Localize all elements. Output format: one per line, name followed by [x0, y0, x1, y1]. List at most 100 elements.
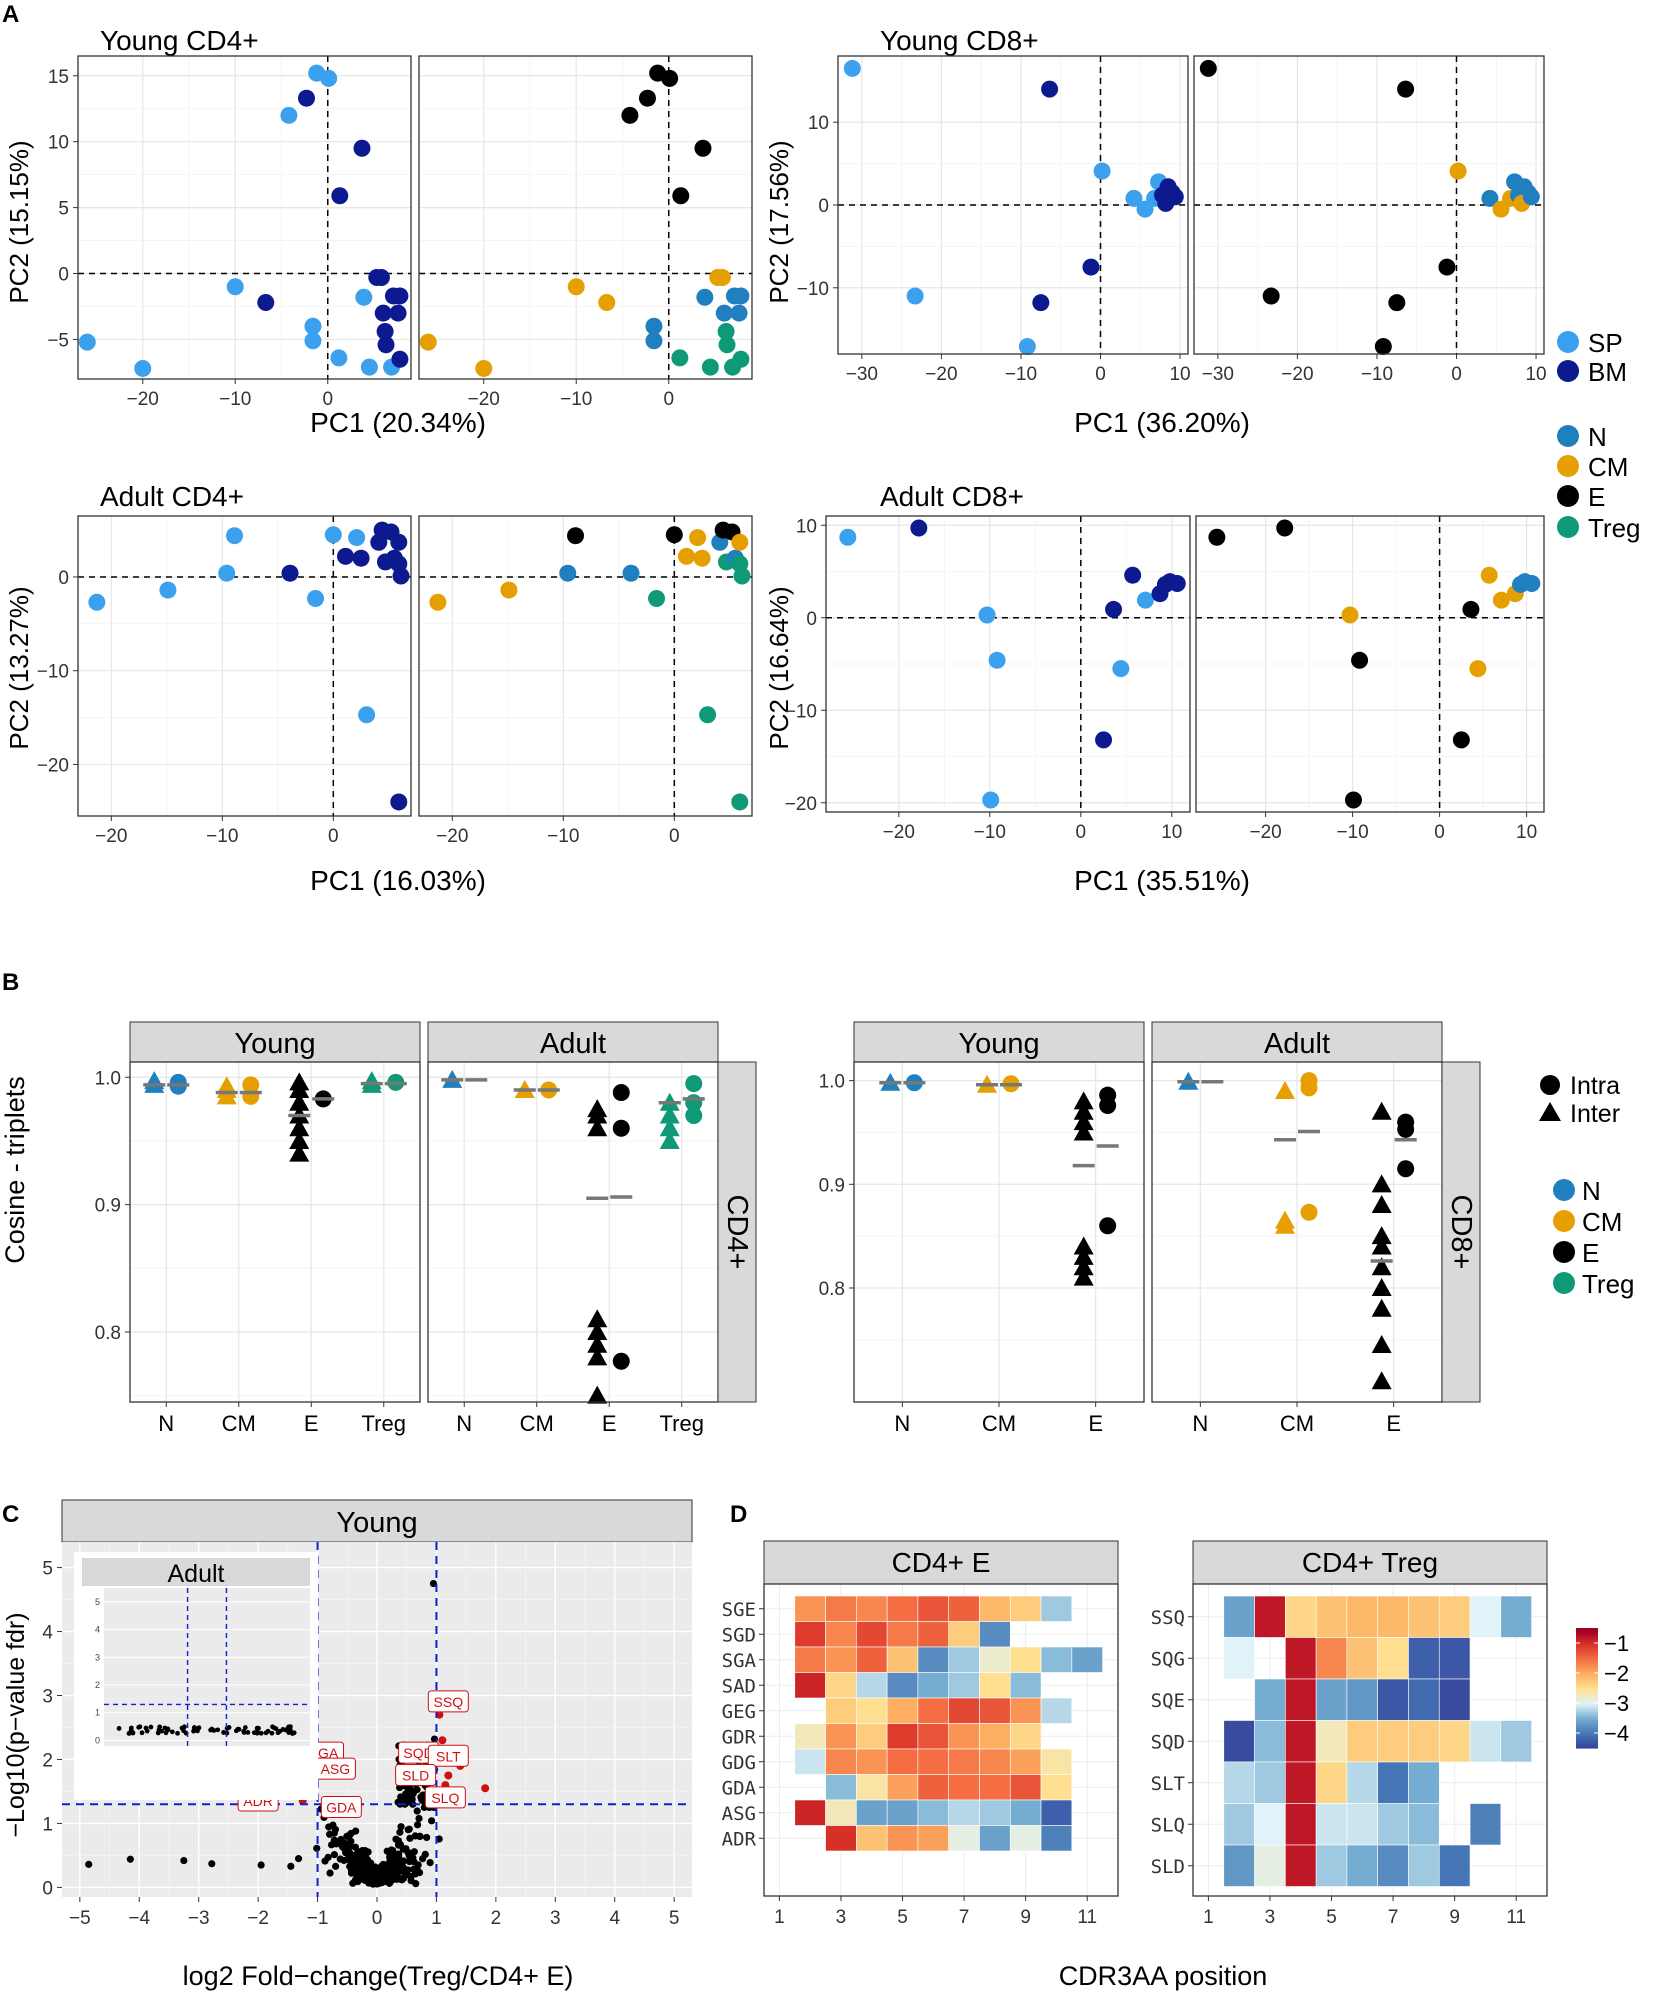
- y-tick-label: 15: [48, 67, 69, 88]
- triangle-point: [659, 1118, 680, 1137]
- heatmaps: CD4+ E SGE SGD SGA SAD GEG GDR GDG GDA ASG ADR 1 3 5 7…: [722, 1540, 1548, 1991]
- legend-label: CM: [1582, 1207, 1622, 1237]
- x-tick-label: 7: [1388, 1907, 1399, 1928]
- point-ns: [413, 1866, 422, 1874]
- point-ns: [414, 1861, 422, 1869]
- x-tick-label: 3: [550, 1908, 561, 1929]
- x-tick-label: 1: [431, 1908, 442, 1929]
- data-point: [1082, 258, 1100, 276]
- facet-strip-label: Young: [336, 1507, 417, 1539]
- x-tick-label: −30: [1202, 364, 1234, 385]
- panel-letter-d: D: [730, 1501, 747, 1528]
- facet-strip: [1151, 1021, 1443, 1063]
- label-text: SLQ: [431, 1790, 459, 1806]
- data-point: [218, 564, 236, 582]
- colorbar-segment: [1576, 1734, 1598, 1737]
- point-ns: [407, 1877, 415, 1885]
- legend-key-sp: [1557, 331, 1579, 353]
- point-ns: [416, 1832, 424, 1840]
- heat-cell: [856, 1774, 888, 1801]
- data-point: [377, 336, 395, 354]
- x-tick-label: 9: [1449, 1907, 1460, 1928]
- point-ns: [401, 1845, 410, 1853]
- x-tick-label: −1: [307, 1908, 329, 1929]
- significant-label: SLT: [427, 1744, 469, 1767]
- heat-cell: [979, 1723, 1011, 1750]
- legend-key-cm: [1553, 1210, 1575, 1232]
- point-significant: [481, 1784, 490, 1793]
- data-point: [226, 527, 244, 545]
- legend-key-e: [1557, 485, 1579, 507]
- heat-cell: [1315, 1595, 1348, 1638]
- plot-background: [78, 56, 411, 379]
- colorbar-segment: [1576, 1644, 1598, 1647]
- triangle-point: [587, 1321, 608, 1340]
- data-point: [352, 549, 370, 567]
- point-ns: [385, 1879, 394, 1887]
- label-box: [427, 1690, 469, 1713]
- colorbar-segment: [1576, 1688, 1598, 1691]
- inset-point: [175, 1730, 180, 1736]
- pca-young-cd8: Young CD8+ PC2 (17.56%) PC1 (36.20%) −30…: [764, 25, 1547, 438]
- heat-cell: [1438, 1844, 1471, 1887]
- colorbar-segment: [1576, 1690, 1598, 1693]
- y-tick-label: SQD: [1151, 1731, 1185, 1753]
- data-point: [1481, 189, 1499, 207]
- significant-label: GDA: [320, 1795, 362, 1818]
- x-tick-label: CM: [1280, 1411, 1314, 1436]
- data-point: [645, 332, 663, 350]
- data-point: [1351, 651, 1369, 669]
- triangle-point: [587, 1334, 608, 1353]
- point-ns: [355, 1868, 363, 1876]
- colorbar-segment: [1576, 1692, 1598, 1695]
- circle-point: [1300, 1203, 1318, 1221]
- heat-cell: [1377, 1761, 1409, 1804]
- heat-cell: [1346, 1844, 1378, 1887]
- x-tick-label: E: [602, 1411, 617, 1436]
- heat-cell: [794, 1621, 826, 1648]
- heat-cell: [1040, 1646, 1073, 1673]
- x-tick-label: 11: [1077, 1907, 1097, 1928]
- y-tick-label: SLQ: [1151, 1814, 1185, 1836]
- heat-cell: [917, 1825, 949, 1852]
- point-ns: [410, 1848, 418, 1856]
- heat-cell: [1254, 1595, 1286, 1638]
- x-tick-label: 1: [1203, 1907, 1214, 1928]
- panel-border: [825, 515, 1191, 813]
- heat-cell: [1223, 1761, 1255, 1804]
- point-ns: [324, 1853, 332, 1861]
- x-tick-label: 5: [897, 1907, 908, 1928]
- significant-label: SSQ: [427, 1690, 469, 1713]
- y-tick-label: 1.0: [95, 1068, 121, 1089]
- colorbar-segment: [1576, 1726, 1598, 1729]
- data-point: [1462, 600, 1480, 618]
- data-point: [645, 317, 663, 335]
- point-ns: [421, 1850, 429, 1858]
- x-tick-label: −20: [95, 826, 127, 847]
- point-ns: [419, 1791, 427, 1799]
- x-tick-label: 10: [1525, 364, 1546, 385]
- data-point: [1438, 258, 1456, 276]
- colorbar-segment: [1576, 1670, 1598, 1673]
- x-tick-label: 2: [491, 1908, 502, 1929]
- y-tick-label: 0.9: [819, 1175, 845, 1196]
- inset-point: [245, 1730, 251, 1735]
- triangle-point: [1371, 1236, 1392, 1255]
- colorbar-segment: [1576, 1682, 1598, 1685]
- colorbar-segment: [1576, 1632, 1598, 1635]
- pca-xlabel: PC1 (20.34%): [310, 407, 486, 438]
- inset-point: [192, 1725, 197, 1730]
- heat-cell: [979, 1621, 1011, 1648]
- x-tick-label: −2: [247, 1908, 269, 1929]
- triangle-point: [659, 1105, 680, 1124]
- label-text: SQD: [403, 1745, 433, 1761]
- pca-title: Adult CD8+: [880, 481, 1024, 512]
- heat-cell: [917, 1697, 949, 1724]
- circle-point: [685, 1075, 703, 1093]
- y-tick-label: GDG: [722, 1752, 756, 1774]
- triangle-point: [1275, 1210, 1295, 1229]
- y-tick-label: SAD: [722, 1675, 756, 1697]
- colorbar-segment: [1576, 1666, 1598, 1669]
- data-point: [678, 547, 696, 565]
